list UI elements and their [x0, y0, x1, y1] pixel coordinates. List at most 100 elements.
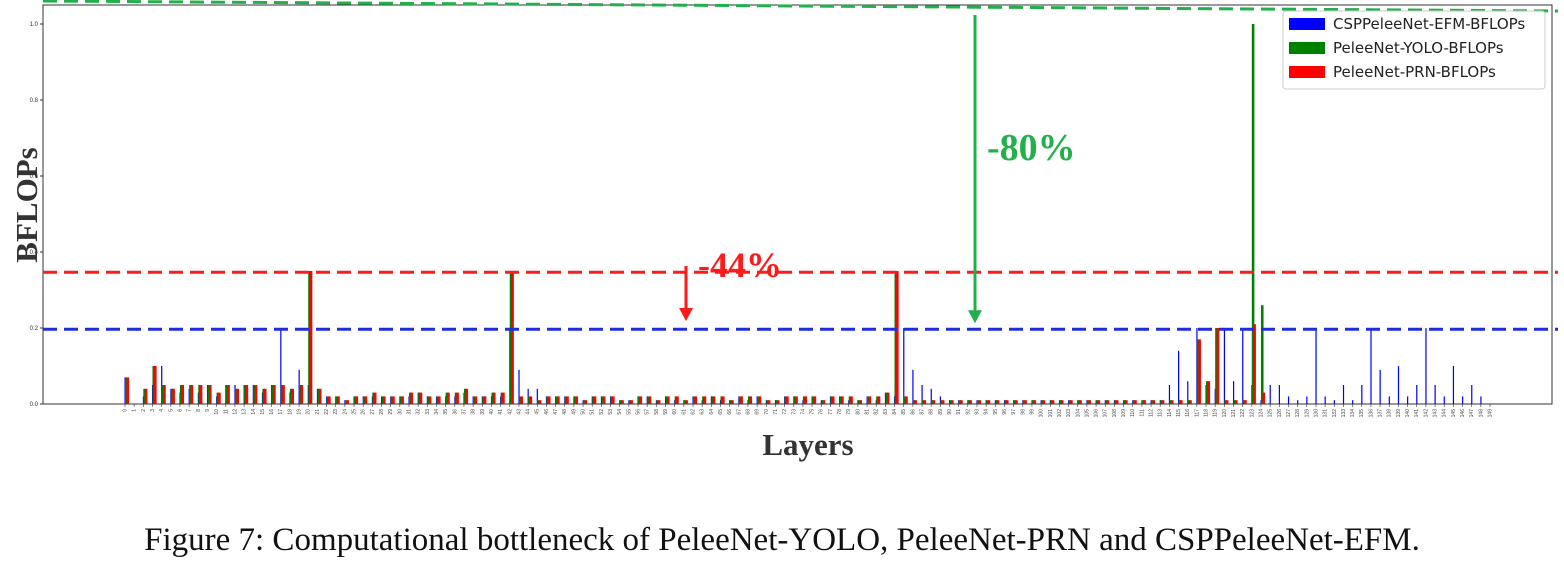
x-tick-label: 102: [1057, 409, 1063, 418]
bar-peleenet-yolo-bflops: [628, 400, 632, 404]
x-tick-label: 11: [223, 409, 229, 414]
bar-peleenet-prn-bflops: [245, 385, 249, 404]
bar-peleenet-yolo-bflops: [802, 396, 806, 404]
bar-peleenet-yolo-bflops: [546, 396, 549, 404]
x-tick-label: 1: [132, 409, 138, 412]
bar-peleenet-prn-bflops: [254, 385, 258, 404]
bar-peleenet-prn-bflops: [813, 396, 817, 404]
bar-peleenet-prn-bflops: [1253, 324, 1256, 404]
x-tick-label: 149: [1488, 409, 1494, 418]
bar-peleenet-yolo-bflops: [262, 388, 265, 404]
bar-peleenet-prn-bflops: [373, 392, 377, 404]
x-tick-label: 59: [663, 409, 669, 415]
x-tick-label: 45: [535, 409, 541, 415]
bar-peleenet-yolo-bflops: [647, 396, 650, 404]
bar-csppeleenet-efm-bflops: [1232, 381, 1235, 404]
x-tick-label: 109: [1121, 409, 1127, 418]
x-tick-label: 135: [1359, 409, 1365, 418]
bar-peleenet-yolo-bflops: [1123, 400, 1127, 404]
x-tick-label: 24: [342, 409, 348, 415]
x-tick-label: 57: [645, 409, 651, 415]
bar-peleenet-yolo-bflops: [372, 392, 375, 404]
bar-peleenet-prn-bflops: [1024, 400, 1027, 404]
y-tick-label: 0.6: [30, 174, 39, 180]
bar-peleenet-yolo-bflops: [381, 396, 385, 404]
bar-peleenet-yolo-bflops: [610, 396, 614, 404]
x-tick-label: 120: [1222, 409, 1228, 418]
bar-peleenet-yolo-bflops: [408, 392, 412, 404]
bar-peleenet-prn-bflops: [685, 400, 688, 404]
legend-swatch: [1289, 66, 1325, 78]
bar-csppeleenet-efm-bflops: [1223, 328, 1226, 404]
bar-peleenet-prn-bflops: [181, 385, 185, 404]
x-tick-label: 52: [599, 409, 605, 415]
bar-csppeleenet-efm-bflops: [1342, 385, 1345, 404]
x-tick-label: 15: [260, 409, 266, 415]
bar-peleenet-prn-bflops: [309, 271, 313, 404]
x-tick-label: 138: [1387, 409, 1393, 418]
bar-peleenet-yolo-bflops: [821, 400, 824, 404]
bar-peleenet-prn-bflops: [969, 400, 972, 404]
x-tick-label: 77: [828, 409, 834, 415]
bar-peleenet-prn-bflops: [886, 392, 890, 404]
bar-peleenet-yolo-bflops: [1178, 400, 1182, 404]
bar-peleenet-yolo-bflops: [848, 396, 852, 404]
bar-peleenet-yolo-bflops: [528, 396, 531, 404]
x-tick-label: 89: [938, 409, 944, 415]
bar-peleenet-prn-bflops: [1015, 400, 1018, 404]
bar-peleenet-prn-bflops: [529, 396, 533, 404]
x-tick-label: 136: [1368, 409, 1374, 418]
bar-csppeleenet-efm-bflops: [1452, 366, 1455, 404]
bar-peleenet-yolo-bflops: [454, 392, 458, 404]
bar-peleenet-yolo-bflops: [1206, 381, 1209, 404]
bar-peleenet-yolo-bflops: [986, 400, 989, 404]
bar-csppeleenet-efm-bflops: [1178, 350, 1180, 404]
bar-peleenet-prn-bflops: [676, 396, 679, 404]
x-tick-label: 84: [892, 409, 898, 415]
annotation-44-label: -44%: [698, 245, 782, 285]
bar-peleenet-yolo-bflops: [720, 396, 724, 404]
bar-peleenet-yolo-bflops: [234, 388, 238, 404]
bar-peleenet-prn-bflops: [218, 392, 221, 404]
x-tick-label: 61: [681, 409, 687, 415]
bar-csppeleenet-efm-bflops: [1297, 400, 1299, 404]
x-tick-label: 100: [1039, 409, 1045, 418]
x-tick-label: 110: [1130, 409, 1136, 417]
x-tick-label: 108: [1112, 409, 1118, 418]
x-tick-label: 54: [617, 409, 623, 415]
x-tick-label: 28: [379, 409, 385, 415]
x-tick-label: 129: [1304, 409, 1310, 418]
bar-peleenet-prn-bflops: [786, 396, 789, 404]
bar-peleenet-yolo-bflops: [509, 271, 513, 404]
bar-peleenet-prn-bflops: [1244, 400, 1247, 404]
x-tick-label: 139: [1396, 409, 1402, 418]
bar-peleenet-yolo-bflops: [152, 366, 156, 404]
bar-peleenet-prn-bflops: [868, 396, 872, 404]
x-tick-label: 32: [416, 409, 422, 415]
x-tick-label: 39: [480, 409, 486, 415]
bar-peleenet-prn-bflops: [841, 396, 844, 404]
bar-peleenet-yolo-bflops: [922, 400, 925, 404]
bar-peleenet-yolo-bflops: [1114, 400, 1117, 404]
bar-peleenet-prn-bflops: [1216, 328, 1220, 404]
x-tick-label: 17: [278, 409, 284, 415]
bar-peleenet-prn-bflops: [1079, 400, 1082, 404]
bar-peleenet-prn-bflops: [227, 385, 230, 404]
bar-peleenet-yolo-bflops: [1141, 400, 1145, 404]
bar-peleenet-prn-bflops: [566, 396, 569, 404]
bar-csppeleenet-efm-bflops: [1397, 366, 1400, 404]
bar-peleenet-yolo-bflops: [390, 396, 394, 404]
legend-label: PeleeNet-PRN-BFLOPs: [1333, 63, 1496, 81]
x-axis-label: Layers: [762, 427, 853, 462]
bar-peleenet-yolo-bflops: [473, 396, 476, 404]
bar-peleenet-prn-bflops: [795, 396, 798, 404]
bar-peleenet-prn-bflops: [1125, 400, 1128, 404]
bar-peleenet-prn-bflops: [667, 396, 670, 404]
x-tick-label: 122: [1240, 409, 1246, 418]
x-tick-label: 148: [1478, 409, 1484, 418]
bar-peleenet-prn-bflops: [282, 385, 285, 404]
x-tick-label: 121: [1231, 409, 1237, 418]
bar-peleenet-yolo-bflops: [354, 396, 357, 404]
x-tick-label: 74: [800, 409, 806, 415]
bar-peleenet-yolo-bflops: [1251, 24, 1255, 404]
